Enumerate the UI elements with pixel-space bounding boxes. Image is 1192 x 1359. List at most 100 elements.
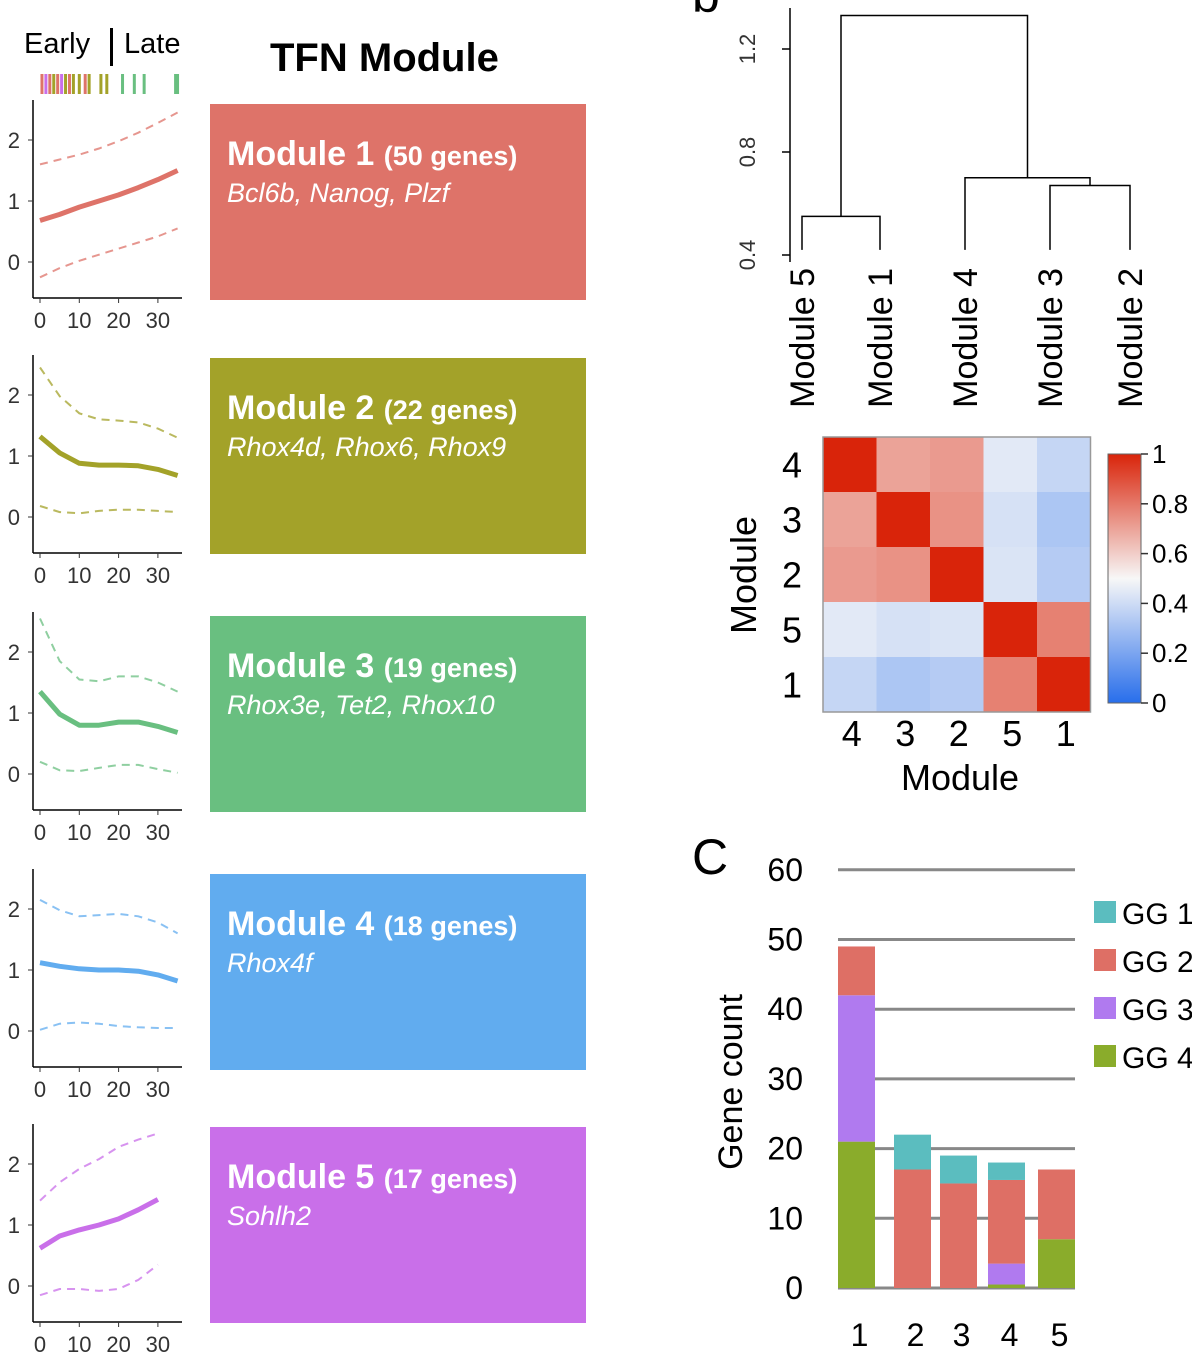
panel-c-label: C <box>692 829 729 885</box>
heatmap-cell <box>983 657 1038 713</box>
x-tick-label: 10 <box>67 820 91 845</box>
y-tick-label: 30 <box>767 1061 803 1097</box>
x-tick-label: 20 <box>106 308 130 333</box>
x-tick-label: 3 <box>953 1317 971 1353</box>
dendrogram-tick-label: 0.4 <box>735 240 760 271</box>
bar-segment <box>894 1134 931 1170</box>
legend-swatch <box>1094 997 1116 1019</box>
module-genes: Sohlh2 <box>227 1201 312 1231</box>
heatmap-y-axis-title: Module <box>723 516 764 634</box>
rug-mark <box>44 74 48 94</box>
heatmap-cell <box>1037 492 1091 548</box>
y-tick-label: 50 <box>767 922 803 958</box>
module-gene-count: (17 genes) <box>383 1164 518 1194</box>
legend-swatch <box>1094 1045 1116 1067</box>
y-tick-label: 0 <box>8 505 20 530</box>
module-name: Module 2 <box>227 389 375 427</box>
legend-label: GG 1 <box>1122 898 1192 931</box>
colorbar-tick-label: 0.6 <box>1152 539 1188 569</box>
x-tick-label: 30 <box>146 563 170 588</box>
heatmap-cell <box>1037 437 1091 493</box>
y-tick-label: 1 <box>8 701 20 726</box>
x-tick-label: 20 <box>106 1077 130 1102</box>
colorbar <box>1107 453 1142 704</box>
upper-band-line <box>39 366 179 439</box>
heatmap-cell <box>823 437 877 493</box>
bar-segment <box>1038 1169 1075 1240</box>
y-tick-label: 20 <box>767 1131 803 1167</box>
y-tick-label: 0 <box>8 1274 20 1299</box>
heatmap-x-axis-title: Module <box>901 757 1019 798</box>
dendrogram-leaf-label: Module 1 <box>862 268 900 408</box>
module-gene-count: (50 genes) <box>383 141 518 171</box>
module-genes: Rhox3e, Tet2, Rhox10 <box>227 690 495 720</box>
rug-mark <box>83 74 87 94</box>
rug-mark <box>87 74 91 94</box>
rug-mark <box>71 74 75 94</box>
heatmap-cell <box>1037 602 1091 658</box>
heatmap-col-label: 3 <box>895 713 915 754</box>
x-tick-label: 20 <box>106 820 130 845</box>
dendrogram-leaf-label: Module 3 <box>1032 268 1070 408</box>
heatmap-cell <box>983 492 1038 548</box>
y-tick-label: 1 <box>8 1213 20 1238</box>
upper-band-line <box>39 1132 159 1202</box>
colorbar-tick-label: 0.2 <box>1152 638 1188 668</box>
heatmap-col-label: 1 <box>1056 713 1076 754</box>
dendrogram-tick-label: 0.8 <box>735 137 760 168</box>
module-name: Module 3 <box>227 647 375 685</box>
x-tick-label: 1 <box>851 1317 869 1353</box>
module-title: Module 3 (19 genes) <box>227 646 586 688</box>
heatmap-row-label: 4 <box>782 445 802 486</box>
x-tick-label: 4 <box>1001 1317 1019 1353</box>
heatmap-cell <box>930 547 984 603</box>
heatmap-cell <box>983 437 1038 493</box>
heatmap-cell <box>823 492 877 548</box>
heatmap-cell <box>930 437 984 493</box>
legend-label: GG 2 <box>1122 946 1192 979</box>
dendrogram-branch <box>840 14 1029 217</box>
y-tick-label: 2 <box>8 128 20 153</box>
panel-b-label: b <box>692 0 720 24</box>
heatmap-cell <box>876 547 931 603</box>
heatmap-col-label: 4 <box>842 713 862 754</box>
rug-mark <box>56 74 60 94</box>
module-box-3: Module 3 (19 genes) Rhox3e, Tet2, Rhox10 <box>210 616 586 812</box>
heatmap-row-label: 1 <box>782 665 802 706</box>
bar-segment <box>988 1179 1025 1264</box>
y-tick-label: 2 <box>8 1152 20 1177</box>
y-tick-label: 1 <box>8 958 20 983</box>
heatmap-col-label: 5 <box>1002 713 1022 754</box>
lower-band-line <box>39 1263 159 1297</box>
x-tick-label: 20 <box>106 1332 130 1357</box>
lower-band-line <box>39 760 178 774</box>
heatmap-row-label: 2 <box>782 555 802 596</box>
bar-segment <box>988 1263 1025 1285</box>
module-title: Module 4 (18 genes) <box>227 904 586 946</box>
y-tick-label: 10 <box>767 1200 803 1236</box>
module-title: Module 2 (22 genes) <box>227 388 586 430</box>
module-name: Module 1 <box>227 135 375 173</box>
colorbar-tick-label: 0 <box>1152 688 1166 718</box>
mean-trajectory-line <box>39 168 179 223</box>
legend-label: GG 3 <box>1122 994 1192 1027</box>
y-tick-label: 2 <box>8 383 20 408</box>
module-box-2: Module 2 (22 genes) Rhox4d, Rhox6, Rhox9 <box>210 358 586 554</box>
bar-segment <box>940 1183 977 1288</box>
x-tick-label: 0 <box>34 563 46 588</box>
bar-segment <box>940 1155 977 1184</box>
y-axis-title: Gene count <box>712 994 750 1170</box>
mean-trajectory-line <box>38 434 179 478</box>
x-tick-label: 5 <box>1051 1317 1069 1353</box>
legend-swatch <box>1094 949 1116 971</box>
mean-trajectory-line <box>38 1197 160 1251</box>
upper-band-line <box>39 899 179 935</box>
heatmap-cell <box>930 492 984 548</box>
dendrogram-branch <box>801 215 881 250</box>
